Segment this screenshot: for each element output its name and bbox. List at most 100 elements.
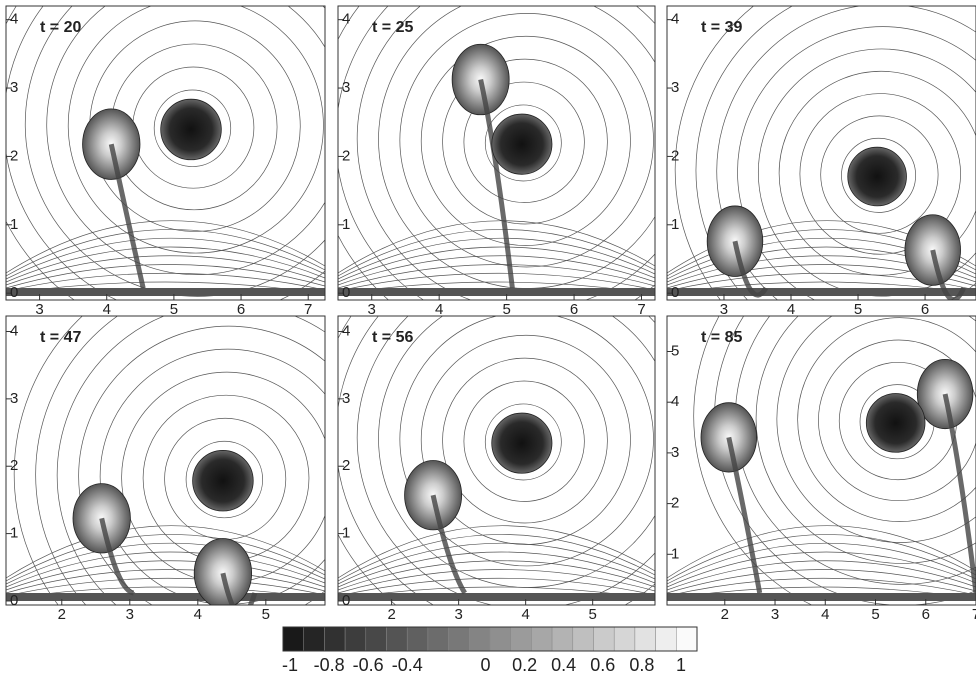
y-tick-label: 2 <box>10 147 18 164</box>
panel-title: t = 56 <box>372 329 413 346</box>
y-tick-label: 0 <box>671 284 679 301</box>
vortex-core <box>492 413 552 473</box>
y-tick-label: 3 <box>671 79 679 96</box>
ground-layer <box>338 288 655 296</box>
y-tick-label: 3 <box>10 79 18 96</box>
background <box>338 316 655 605</box>
x-tick-label: 4 <box>194 606 202 623</box>
x-tick-label: 3 <box>126 606 134 623</box>
colorbar-cell <box>469 627 490 651</box>
x-tick-label: 2 <box>387 606 395 623</box>
colorbar-label: 0 <box>480 655 490 675</box>
y-tick-label: 1 <box>671 216 679 233</box>
y-tick-label: 2 <box>10 457 18 474</box>
colorbar-label: 0.2 <box>512 655 537 675</box>
colorbar-label: 0.8 <box>629 655 654 675</box>
y-tick-label: 0 <box>342 592 350 609</box>
y-tick-label: 0 <box>342 284 350 301</box>
x-tick-label: 7 <box>637 301 645 318</box>
colorbar-label: -0.8 <box>314 655 345 675</box>
colorbar-cell <box>449 627 470 651</box>
x-tick-label: 6 <box>570 301 578 318</box>
x-tick-label: 5 <box>262 606 270 623</box>
x-tick-label: 4 <box>821 606 829 623</box>
colorbar-cell <box>511 627 532 651</box>
x-tick-label: 3 <box>720 301 728 318</box>
colorbar-cell <box>283 627 304 651</box>
y-tick-label: 3 <box>671 444 679 461</box>
y-tick-label: 0 <box>10 592 18 609</box>
ground-layer <box>338 593 655 601</box>
colorbar-cell <box>552 627 573 651</box>
y-tick-label: 4 <box>342 322 350 339</box>
colorbar-cell <box>366 627 387 651</box>
vortex-blob <box>905 215 961 286</box>
y-tick-label: 2 <box>342 457 350 474</box>
colorbar-label: -1 <box>282 655 298 675</box>
panel-title: t = 39 <box>701 19 742 36</box>
panel-title: t = 85 <box>701 329 742 346</box>
colorbar-cell <box>324 627 345 651</box>
x-tick-label: 7 <box>304 301 312 318</box>
colorbar-cell <box>428 627 449 651</box>
x-tick-label: 3 <box>368 301 376 318</box>
colorbar-cell <box>407 627 428 651</box>
vortex-core <box>161 99 222 160</box>
y-tick-label: 4 <box>10 322 18 339</box>
colorbar-cell <box>490 627 511 651</box>
x-tick-label: 6 <box>237 301 245 318</box>
x-tick-label: 3 <box>35 301 43 318</box>
ground-layer <box>667 593 976 601</box>
vortex-core <box>866 394 925 453</box>
x-tick-label: 2 <box>58 606 66 623</box>
y-tick-label: 0 <box>10 284 18 301</box>
x-tick-label: 6 <box>922 606 930 623</box>
colorbar-label: 0.6 <box>590 655 615 675</box>
colorbar-label: 1 <box>676 655 686 675</box>
colorbar-cell <box>656 627 677 651</box>
colorbar-cell <box>304 627 325 651</box>
colorbar-label: -0.6 <box>353 655 384 675</box>
x-tick-label: 4 <box>103 301 111 318</box>
figure: 3456701234t = 203456701234t = 2534560123… <box>0 0 976 681</box>
y-tick-label: 4 <box>671 393 679 410</box>
x-tick-label: 6 <box>921 301 929 318</box>
panel-title: t = 20 <box>40 19 81 36</box>
y-tick-label: 5 <box>671 342 679 359</box>
x-tick-label: 4 <box>435 301 443 318</box>
colorbar-cell <box>531 627 552 651</box>
ground-layer <box>667 288 976 296</box>
y-tick-label: 3 <box>10 390 18 407</box>
colorbar-cell <box>614 627 635 651</box>
x-tick-label: 4 <box>521 606 529 623</box>
y-tick-label: 4 <box>671 11 679 28</box>
x-tick-label: 5 <box>589 606 597 623</box>
vortex-core <box>848 147 907 206</box>
colorbar-cell <box>635 627 656 651</box>
panel-title: t = 47 <box>40 329 81 346</box>
colorbar-cell <box>594 627 615 651</box>
vortex-core <box>492 114 552 174</box>
y-tick-label: 4 <box>10 11 18 28</box>
y-tick-label: 3 <box>342 79 350 96</box>
x-tick-label: 5 <box>871 606 879 623</box>
colorbar-cell <box>387 627 408 651</box>
y-tick-label: 1 <box>671 545 679 562</box>
ground-layer <box>6 593 325 601</box>
y-tick-label: 3 <box>342 390 350 407</box>
colorbar-cell <box>676 627 697 651</box>
vortex-blob <box>707 206 763 277</box>
colorbar-label: -0.4 <box>392 655 423 675</box>
vortex-core <box>193 450 254 511</box>
y-tick-label: 1 <box>342 525 350 542</box>
y-tick-label: 2 <box>342 147 350 164</box>
x-tick-label: 3 <box>454 606 462 623</box>
vortex-blob <box>194 539 251 608</box>
y-tick-label: 1 <box>10 216 18 233</box>
y-tick-label: 2 <box>671 495 679 512</box>
colorbar: -1-0.8-0.6-0.400.20.40.60.81 <box>282 627 697 675</box>
y-tick-label: 4 <box>342 11 350 28</box>
panel-title: t = 25 <box>372 19 413 36</box>
x-tick-label: 5 <box>502 301 510 318</box>
ground-layer <box>6 288 325 296</box>
